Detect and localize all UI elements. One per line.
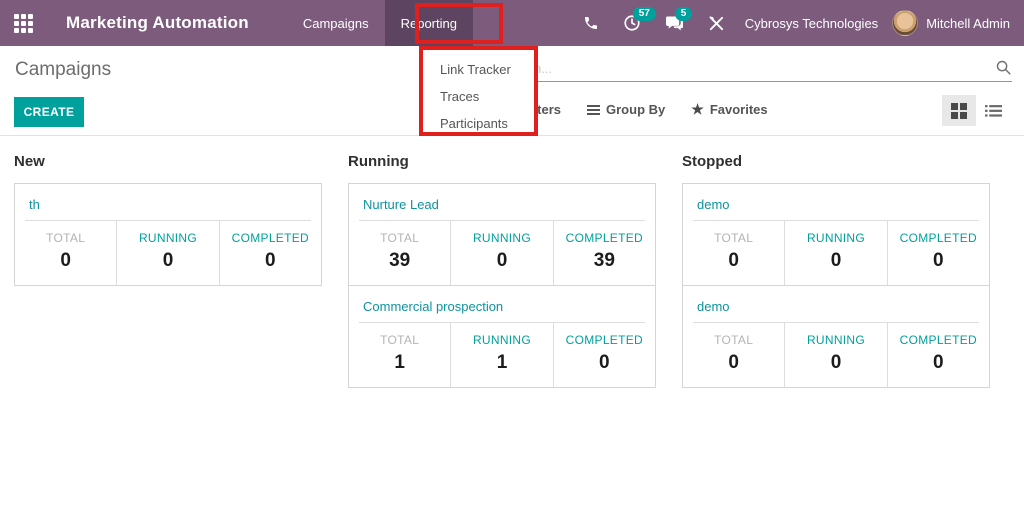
stat-completed: COMPLETED 0 xyxy=(886,323,989,387)
activities-count-badge: 57 xyxy=(632,7,656,21)
messages-count-badge: 5 xyxy=(674,7,693,21)
stat-completed: COMPLETED 0 xyxy=(218,221,321,285)
nav-item-reporting[interactable]: Reporting xyxy=(384,0,473,46)
phone-icon xyxy=(584,17,597,29)
reporting-dropdown: Link Tracker Traces Participants xyxy=(423,50,534,132)
stat-total: TOTAL 0 xyxy=(714,231,754,271)
campaign-card[interactable]: Nurture Lead TOTAL 39 RUNNING 0 COMPLETE… xyxy=(348,183,656,286)
campaign-card[interactable]: demo TOTAL 0 RUNNING 0 COMPLETED 0 xyxy=(682,285,990,388)
kanban-column-new: New th TOTAL 0 RUNNING 0 COMPLETED 0 xyxy=(14,153,322,388)
campaign-name[interactable]: demo xyxy=(697,197,730,212)
stat-running: RUNNING 0 xyxy=(784,221,886,285)
kanban-board: New th TOTAL 0 RUNNING 0 COMPLETED 0 xyxy=(0,137,1024,388)
group-by-icon xyxy=(587,103,601,117)
view-switcher xyxy=(942,95,1010,126)
kanban-view-icon xyxy=(951,102,967,119)
stat-running: RUNNING 0 xyxy=(784,323,886,387)
stat-completed: COMPLETED 39 xyxy=(552,221,655,285)
campaign-card[interactable]: Commercial prospection TOTAL 1 RUNNING 1… xyxy=(348,285,656,388)
stat-total: TOTAL 1 xyxy=(380,333,420,373)
user-name: Mitchell Admin xyxy=(926,15,1010,31)
chat-bubbles-icon xyxy=(665,16,683,30)
breadcrumb-title: Campaigns xyxy=(15,59,112,80)
activity-clock-icon xyxy=(624,15,640,31)
campaign-name[interactable]: Nurture Lead xyxy=(363,197,439,212)
kanban-view-button[interactable] xyxy=(942,95,976,126)
support-tools-button[interactable] xyxy=(696,0,737,46)
group-by-menu[interactable]: Group By xyxy=(587,102,665,117)
stat-total: TOTAL 39 xyxy=(380,231,420,271)
top-navbar: Marketing Automation Campaigns Reporting… xyxy=(0,0,1024,46)
nav-item-campaigns[interactable]: Campaigns xyxy=(302,15,369,31)
voip-phone-button[interactable] xyxy=(571,0,611,46)
stat-running: RUNNING 0 xyxy=(450,221,552,285)
stat-running: RUNNING 0 xyxy=(116,221,218,285)
user-avatar xyxy=(892,10,919,36)
column-title: Running xyxy=(348,153,409,170)
campaign-card[interactable]: th TOTAL 0 RUNNING 0 COMPLETED 0 xyxy=(14,183,322,286)
stat-completed: COMPLETED 0 xyxy=(552,323,655,387)
dropdown-item-link-tracker[interactable]: Link Tracker xyxy=(440,62,511,77)
company-switcher[interactable]: Cybrosys Technologies xyxy=(744,15,879,31)
campaign-name[interactable]: th xyxy=(29,197,40,212)
kanban-column-running: Running Nurture Lead TOTAL 39 RUNNING 0 … xyxy=(348,153,656,388)
column-title: Stopped xyxy=(682,153,742,170)
list-view-button[interactable] xyxy=(976,95,1010,126)
apps-menu-button[interactable] xyxy=(0,0,46,46)
search-options-row: Filters Group By ★ Favorites xyxy=(505,101,768,118)
search-box xyxy=(500,56,1012,82)
kanban-column-stopped: Stopped demo TOTAL 0 RUNNING 0 COMPLETED… xyxy=(682,153,990,388)
user-menu[interactable]: Mitchell Admin xyxy=(892,10,1024,36)
campaign-name[interactable]: demo xyxy=(697,299,730,314)
campaign-name[interactable]: Commercial prospection xyxy=(363,299,504,314)
star-icon: ★ xyxy=(691,101,704,117)
stat-running: RUNNING 1 xyxy=(450,323,552,387)
messages-button[interactable]: 5 xyxy=(653,0,696,46)
campaign-card[interactable]: demo TOTAL 0 RUNNING 0 COMPLETED 0 xyxy=(682,183,990,286)
stat-total: TOTAL 0 xyxy=(714,333,754,373)
dropdown-item-participants[interactable]: Participants xyxy=(440,116,508,131)
search-input[interactable] xyxy=(500,56,980,80)
search-icon[interactable] xyxy=(995,59,1012,81)
stat-total: TOTAL 0 xyxy=(46,231,86,271)
favorites-menu[interactable]: ★ Favorites xyxy=(691,101,768,117)
tools-icon xyxy=(709,15,723,30)
activities-button[interactable]: 57 xyxy=(611,0,656,46)
dropdown-item-traces[interactable]: Traces xyxy=(440,89,480,104)
apps-grid-icon xyxy=(13,13,33,33)
list-view-icon xyxy=(984,104,1002,117)
column-title: New xyxy=(14,153,45,170)
stat-completed: COMPLETED 0 xyxy=(886,221,989,285)
app-title: Marketing Automation xyxy=(66,13,249,32)
create-button[interactable]: CREATE xyxy=(14,97,84,127)
